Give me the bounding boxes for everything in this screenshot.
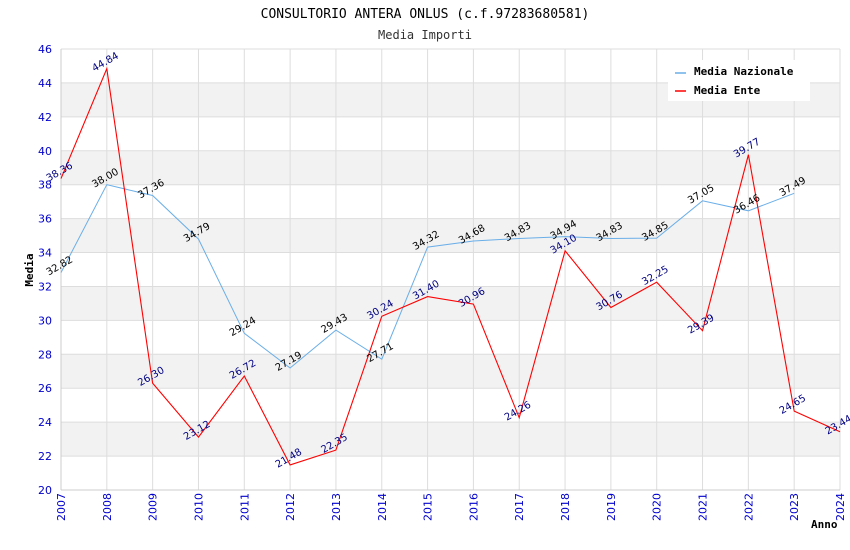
y-tick-label: 36 [38, 213, 52, 226]
grid-lines [60, 48, 841, 491]
x-tick-label: 2024 [834, 493, 847, 521]
x-tick-label: 2021 [697, 493, 710, 521]
y-tick-label: 44 [38, 77, 52, 90]
x-tick-label: 2012 [284, 493, 297, 521]
x-tick-label: 2015 [422, 493, 435, 521]
legend-box [668, 60, 810, 101]
x-tick-label: 2017 [513, 493, 526, 521]
grid-band [61, 456, 840, 490]
y-tick-label: 20 [38, 484, 52, 497]
grid-band [61, 286, 840, 321]
grid-band [61, 354, 840, 389]
grid-band [61, 320, 840, 355]
x-tick-label: 2010 [192, 493, 205, 521]
x-axis-ticks: 2007 2008 2009 2010 2011 2012 2013 2014 2015 2016… [55, 493, 847, 521]
y-tick-label: 38 [38, 179, 52, 192]
x-tick-label: 2014 [376, 493, 389, 521]
x-axis-title: Anno [811, 518, 838, 531]
x-tick-label: 2020 [651, 493, 664, 521]
x-tick-label: 2019 [605, 493, 618, 521]
y-tick-label: 24 [38, 416, 52, 429]
y-axis-title: Media [23, 253, 36, 286]
y-tick-label: 42 [38, 111, 52, 124]
x-tick-label: 2008 [101, 493, 114, 521]
chart-title: CONSULTORIO ANTERA ONLUS (c.f.9728368058… [261, 7, 590, 22]
x-tick-label: 2009 [147, 493, 160, 521]
series-line-media-ente [60, 66, 841, 466]
grid-band [61, 252, 840, 287]
y-tick-label: 46 [38, 43, 52, 56]
x-tick-label: 2016 [467, 493, 480, 521]
legend-label-nazionale: Media Nazionale [694, 65, 794, 78]
grid-band [61, 422, 840, 457]
x-tick-label: 2011 [238, 493, 251, 521]
y-tick-label: 30 [38, 314, 52, 327]
legend: Media Nazionale Media Ente [668, 60, 810, 101]
x-tick-label: 2023 [788, 493, 801, 521]
y-tick-label: 40 [38, 145, 52, 158]
y-tick-label: 26 [38, 382, 52, 395]
grid-bands [61, 49, 840, 490]
grid-band [61, 184, 840, 219]
y-tick-label: 28 [38, 348, 52, 361]
x-tick-label: 2013 [330, 493, 343, 521]
grid-band [61, 150, 840, 185]
y-tick-label: 22 [38, 450, 52, 463]
grid-band [61, 388, 840, 423]
series-lines [60, 66, 841, 466]
y-tick-label: 34 [38, 247, 52, 260]
x-tick-label: 2018 [559, 493, 572, 521]
y-axis-ticks: 20 22 24 26 28 30 32 34 36 38 40 42 44 46 [38, 43, 52, 497]
grid-band [61, 218, 840, 253]
y-tick-label: 32 [38, 280, 52, 293]
x-tick-label: 2007 [55, 493, 68, 521]
series-line-media-nazionale [60, 184, 795, 369]
grid-band [61, 116, 840, 151]
legend-label-ente: Media Ente [694, 84, 761, 97]
chart-subtitle: Media Importi [378, 28, 472, 42]
x-tick-label: 2022 [742, 493, 755, 521]
